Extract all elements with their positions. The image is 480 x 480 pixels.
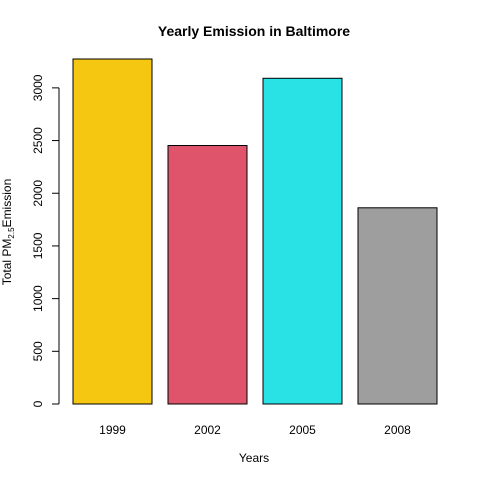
bars-group: [72, 58, 438, 405]
y-tick-label-2000: 2000: [31, 180, 45, 207]
chart-title: Yearly Emission in Baltimore: [158, 23, 350, 39]
y-axis-label-suffix: Emission: [0, 179, 14, 228]
y-axis-label-subscript: 2.5: [7, 227, 16, 239]
y-tick-label-0: 0: [31, 400, 45, 407]
y-tick-label-2500: 2500: [31, 127, 45, 154]
x-tick-label-2005: 2005: [289, 423, 316, 437]
bar-1999: [72, 58, 153, 405]
y-axis-label: Total PM2.5Emission: [0, 179, 16, 286]
x-tick-label-2008: 2008: [384, 423, 411, 437]
x-tick-label-2002: 2002: [194, 423, 221, 437]
bar-2005: [262, 77, 343, 405]
y-axis: 0 500 1000 1500 2000 2500 3000: [31, 74, 60, 407]
x-axis-label: Years: [239, 451, 269, 465]
x-tick-label-1999: 1999: [99, 423, 126, 437]
bar-2002: [167, 145, 248, 405]
y-tick-label-3000: 3000: [31, 74, 45, 101]
y-tick-label-1000: 1000: [31, 285, 45, 312]
y-axis-label-main: Total PM: [0, 239, 14, 286]
y-tick-label-1500: 1500: [31, 232, 45, 259]
y-tick-label-500: 500: [31, 341, 45, 361]
x-tick-labels: 1999 2002 2005 2008: [99, 423, 411, 437]
bar-2008: [357, 207, 438, 405]
